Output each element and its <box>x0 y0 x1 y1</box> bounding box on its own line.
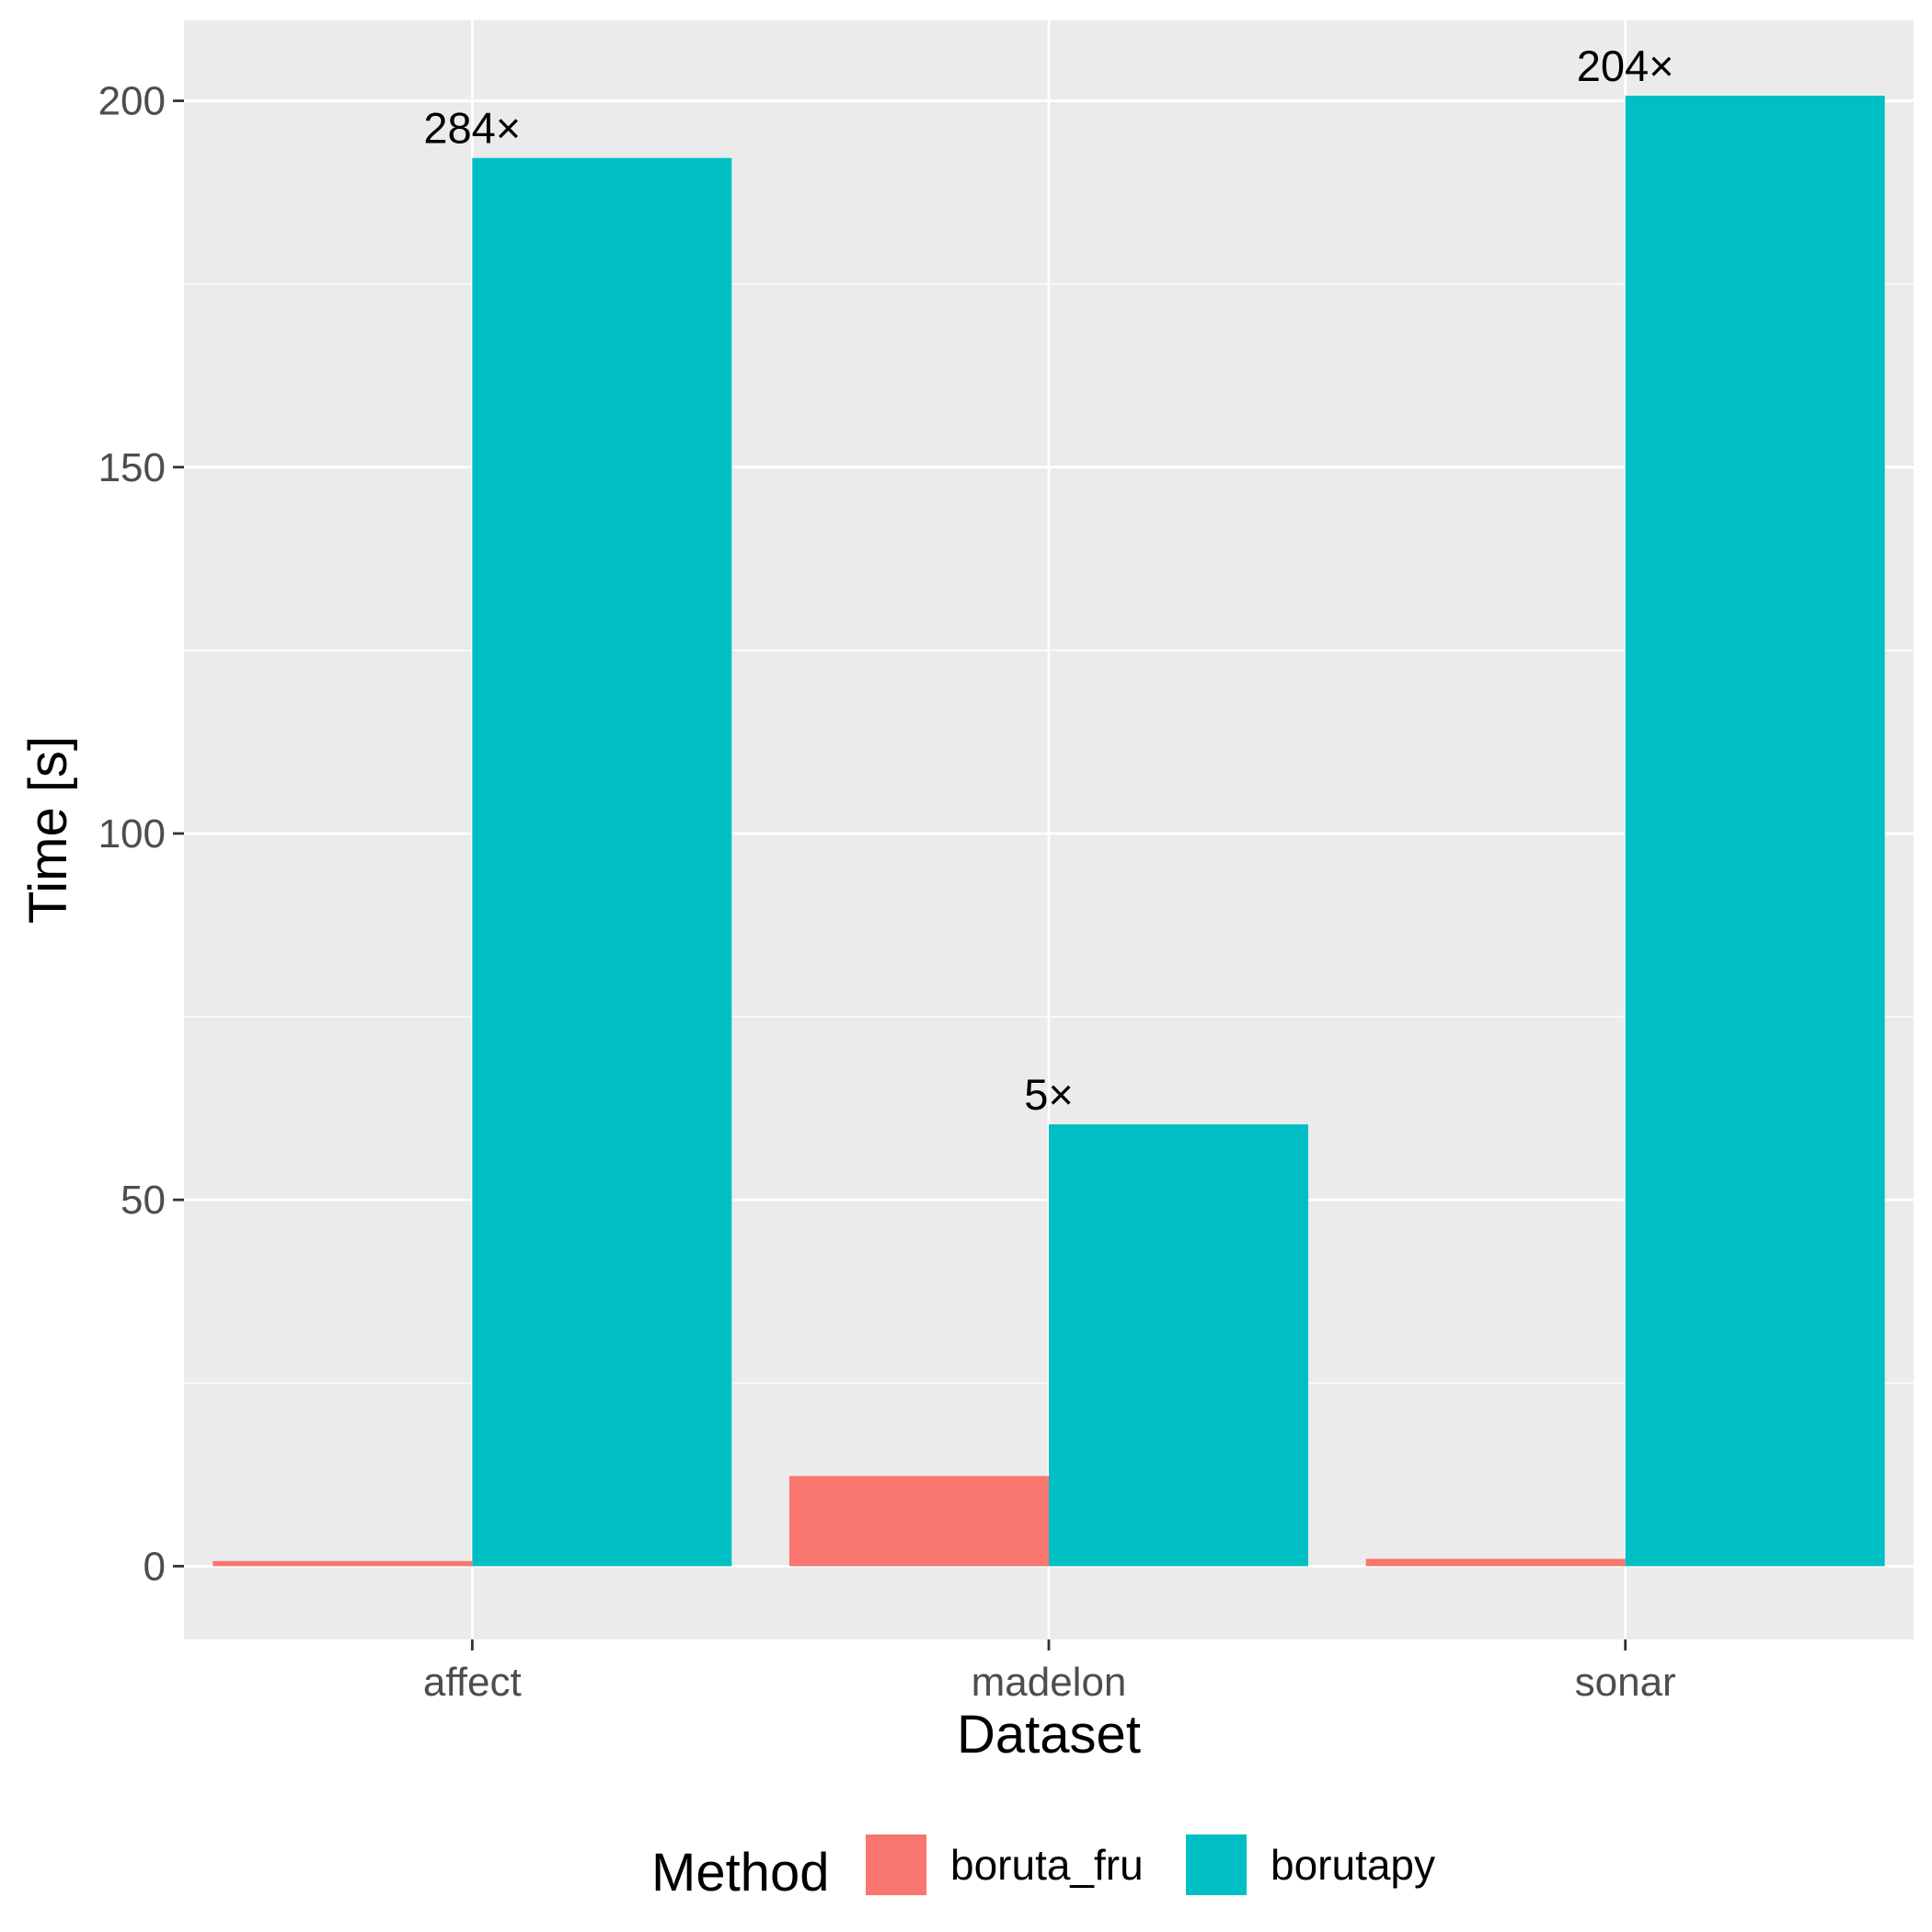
x-tick-label: madelon <box>972 1660 1127 1705</box>
y-tick-label: 200 <box>98 79 166 124</box>
bar-label: 204× <box>1577 41 1674 90</box>
y-tick-label: 50 <box>121 1178 166 1223</box>
legend-label-boruta-fru: boruta_fru <box>950 1841 1144 1889</box>
legend: Method boruta_fru borutapy <box>651 1833 1435 1903</box>
bar-label: 284× <box>423 104 521 153</box>
bar-boruta_fru-madelon <box>789 1476 1049 1567</box>
x-axis: affect madelon sonar <box>423 1639 1676 1705</box>
y-tick-label: 150 <box>98 445 166 490</box>
bar-borutapy-madelon <box>1049 1124 1308 1567</box>
legend-key-boruta-fru <box>864 1833 928 1897</box>
bar-borutapy-sonar <box>1625 96 1885 1567</box>
y-axis-title: Time [s] <box>18 736 78 924</box>
bar-boruta_fru-sonar <box>1365 1558 1626 1567</box>
bar-labels: 284× 5× 204× <box>423 41 1673 1119</box>
legend-label-borutapy: borutapy <box>1271 1841 1435 1889</box>
y-tick-label: 0 <box>144 1544 166 1589</box>
x-axis-title: Dataset <box>957 1705 1141 1765</box>
bar-label: 5× <box>1024 1070 1074 1119</box>
bar-borutapy-affect <box>472 157 732 1567</box>
y-axis: 0 50 100 150 200 <box>98 79 184 1589</box>
y-tick-label: 100 <box>98 811 166 857</box>
bars <box>213 96 1885 1567</box>
x-tick-label: affect <box>423 1660 522 1705</box>
x-tick-label: sonar <box>1575 1660 1676 1705</box>
bar-boruta_fru-affect <box>213 1560 473 1567</box>
legend-key-borutapy <box>1184 1833 1248 1897</box>
legend-title: Method <box>651 1843 829 1903</box>
